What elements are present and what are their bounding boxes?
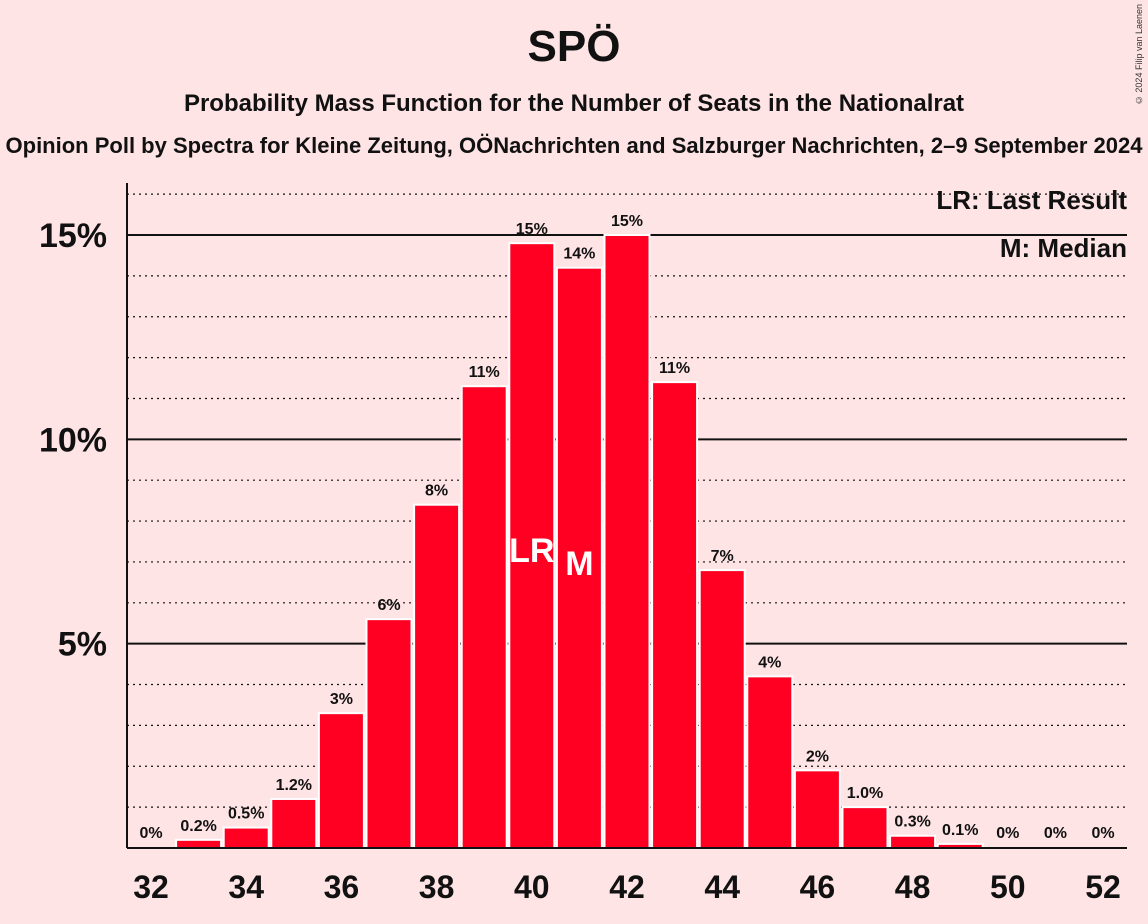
x-tick-label: 42 xyxy=(609,869,645,905)
x-tick-label: 38 xyxy=(419,869,455,905)
x-tick-label: 44 xyxy=(704,869,740,905)
x-tick-label: 52 xyxy=(1085,869,1121,905)
bar-seat-44 xyxy=(698,569,746,850)
bar-value-label: 1.2% xyxy=(276,777,312,794)
bar-value-label: 0% xyxy=(1091,825,1114,842)
bar-value-label: 7% xyxy=(711,548,734,565)
poll-source: Opinion Poll by Spectra for Kleine Zeitu… xyxy=(5,133,1143,158)
bar-seat-39 xyxy=(460,385,508,849)
bar-value-label: 1.0% xyxy=(847,785,883,802)
bar-value-label: 3% xyxy=(330,691,353,708)
legend-median: M: Median xyxy=(1000,233,1127,263)
bar-value-label: 11% xyxy=(659,360,690,377)
bar-seat-45 xyxy=(746,675,794,849)
bar-value-label: 6% xyxy=(377,597,400,614)
bar-value-label: 2% xyxy=(806,748,829,765)
bar-value-label: 15% xyxy=(516,221,548,238)
last-result-marker: LR xyxy=(509,532,554,570)
bar-value-label: 0% xyxy=(1044,825,1067,842)
bar-seat-35 xyxy=(270,797,318,850)
chart-title: SPÖ xyxy=(527,22,621,71)
bar-value-label: 0.1% xyxy=(942,822,978,839)
x-tick-label: 46 xyxy=(800,869,836,905)
bar-value-label: 0.5% xyxy=(228,806,264,823)
chart-subtitle: Probability Mass Function for the Number… xyxy=(183,90,965,117)
bar-value-label: 0% xyxy=(996,825,1019,842)
bar-value-label: 0.3% xyxy=(894,814,930,831)
bar-value-label: 0% xyxy=(139,825,162,842)
bar-seat-40 xyxy=(508,242,556,849)
bar-seat-34 xyxy=(222,826,270,849)
y-tick-label: 15% xyxy=(39,217,107,255)
x-tick-label: 34 xyxy=(228,869,264,905)
x-tick-label: 40 xyxy=(514,869,550,905)
bar-seat-37 xyxy=(365,618,413,849)
bar-seat-38 xyxy=(413,503,461,849)
bar-seat-42 xyxy=(603,234,651,849)
bar-value-label: 8% xyxy=(425,483,448,500)
bar-labels-group: 0% 0.2% 0.5% 1.2% 3% 6% 8% 11% 15% 14% 15% 11% 7% 4% 2… xyxy=(139,213,1114,842)
bar-value-label: 4% xyxy=(758,654,781,671)
x-tick-label: 32 xyxy=(133,869,169,905)
bar-seat-43 xyxy=(651,381,699,849)
bar-value-label: 15% xyxy=(611,213,643,230)
median-marker: M xyxy=(565,545,593,583)
y-tick-label: 10% xyxy=(39,421,107,459)
bar-seat-36 xyxy=(317,712,365,850)
legend-last-result: LR: Last Result xyxy=(936,185,1127,215)
x-tick-label: 48 xyxy=(895,869,931,905)
bar-seat-46 xyxy=(793,769,841,849)
bar-value-label: 11% xyxy=(469,364,500,381)
bar-seat-48 xyxy=(889,834,937,849)
bar-seat-33 xyxy=(175,838,223,849)
bars-group xyxy=(175,234,984,850)
bar-seat-47 xyxy=(841,806,889,850)
x-tick-label: 50 xyxy=(990,869,1026,905)
x-tick-label: 36 xyxy=(324,869,360,905)
axes-group: 5% 10% 15% 32 34 36 38 40 42 44 46 48 50 52 xyxy=(39,183,1127,905)
bar-value-label: 14% xyxy=(563,246,595,263)
y-tick-label: 5% xyxy=(58,626,107,664)
bar-value-label: 0.2% xyxy=(180,818,216,835)
